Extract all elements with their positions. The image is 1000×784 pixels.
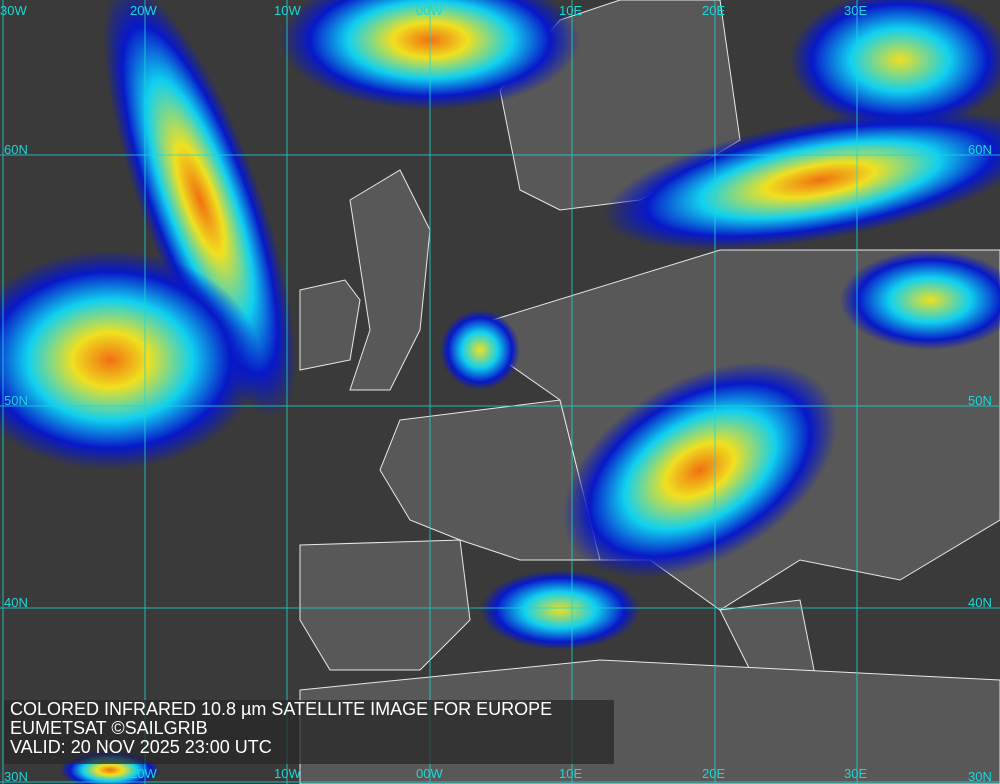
lon-label-30w-top: 30W	[0, 3, 27, 18]
lat-label-40n-right: 40N	[968, 595, 992, 610]
image-caption: COLORED INFRARED 10.8 µm SATELLITE IMAGE…	[4, 700, 614, 764]
lat-label-30n-left: 30N	[4, 769, 28, 784]
lat-label-30n-right: 30N	[968, 769, 992, 784]
lon-label-20w-top: 20W	[130, 3, 157, 18]
lon-label-10w-top: 10W	[274, 3, 301, 18]
caption-title: COLORED INFRARED 10.8 µm SATELLITE IMAGE…	[10, 699, 553, 719]
lon-label-20w-bottom: 20W	[130, 766, 157, 781]
lon-label-10w-bottom: 10W	[274, 766, 301, 781]
lon-label-30e-bottom: 30E	[844, 766, 868, 781]
lat-label-40n-left: 40N	[4, 595, 28, 610]
lon-label-10e-bottom: 10E	[559, 766, 583, 781]
lat-label-50n-left: 50N	[4, 393, 28, 408]
lon-label-20e-top: 20E	[702, 3, 726, 18]
caption-source: EUMETSAT ©SAILGRIB	[10, 718, 208, 738]
lon-label-10e-top: 10E	[559, 3, 583, 18]
lon-label-00w-top: 00W	[416, 3, 443, 18]
caption-valid-time: VALID: 20 NOV 2025 23:00 UTC	[10, 737, 272, 757]
lon-label-30e-top: 30E	[844, 3, 868, 18]
lon-label-00w-bottom: 00W	[416, 766, 443, 781]
lat-label-50n-right: 50N	[968, 393, 992, 408]
lat-label-60n-left: 60N	[4, 142, 28, 157]
lat-label-60n-right: 60N	[968, 142, 992, 157]
lon-label-20e-bottom: 20E	[702, 766, 726, 781]
